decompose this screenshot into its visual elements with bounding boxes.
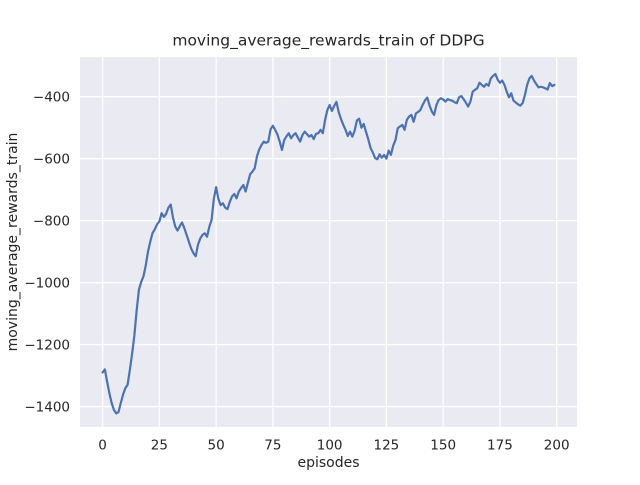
- y-tick-label: −800: [33, 213, 70, 229]
- x-tick-label: 100: [317, 438, 343, 454]
- ddpg-series-line: [101, 72, 556, 415]
- x-tick-label: 150: [430, 438, 456, 454]
- y-axis-label: moving_average_rewards_train: [5, 133, 21, 352]
- x-tick-label: 175: [487, 438, 513, 454]
- y-tick-label: −1400: [24, 399, 70, 415]
- y-tick-labels: −400 −600 −800 −1000 −1200 −1400: [24, 89, 70, 415]
- x-tick-label: 125: [374, 438, 400, 454]
- x-tick-label: 200: [544, 438, 570, 454]
- x-axis-label: episodes: [297, 455, 359, 471]
- y-tick-label: −1200: [24, 337, 70, 353]
- y-tick-label: −1000: [24, 275, 70, 291]
- x-tick-label: 25: [151, 438, 168, 454]
- y-tick-label: −400: [33, 89, 70, 105]
- x-tick-label: 0: [98, 438, 107, 454]
- y-tick-label: −600: [33, 151, 70, 167]
- x-tick-labels: 0 25 50 75 100 125 150 175 200: [98, 438, 569, 454]
- plot-area: [80, 57, 577, 427]
- chart-title: moving_average_rewards_train of DDPG: [172, 32, 484, 51]
- gridlines: [80, 57, 577, 427]
- x-tick-label: 75: [264, 438, 281, 454]
- x-tick-label: 50: [208, 438, 225, 454]
